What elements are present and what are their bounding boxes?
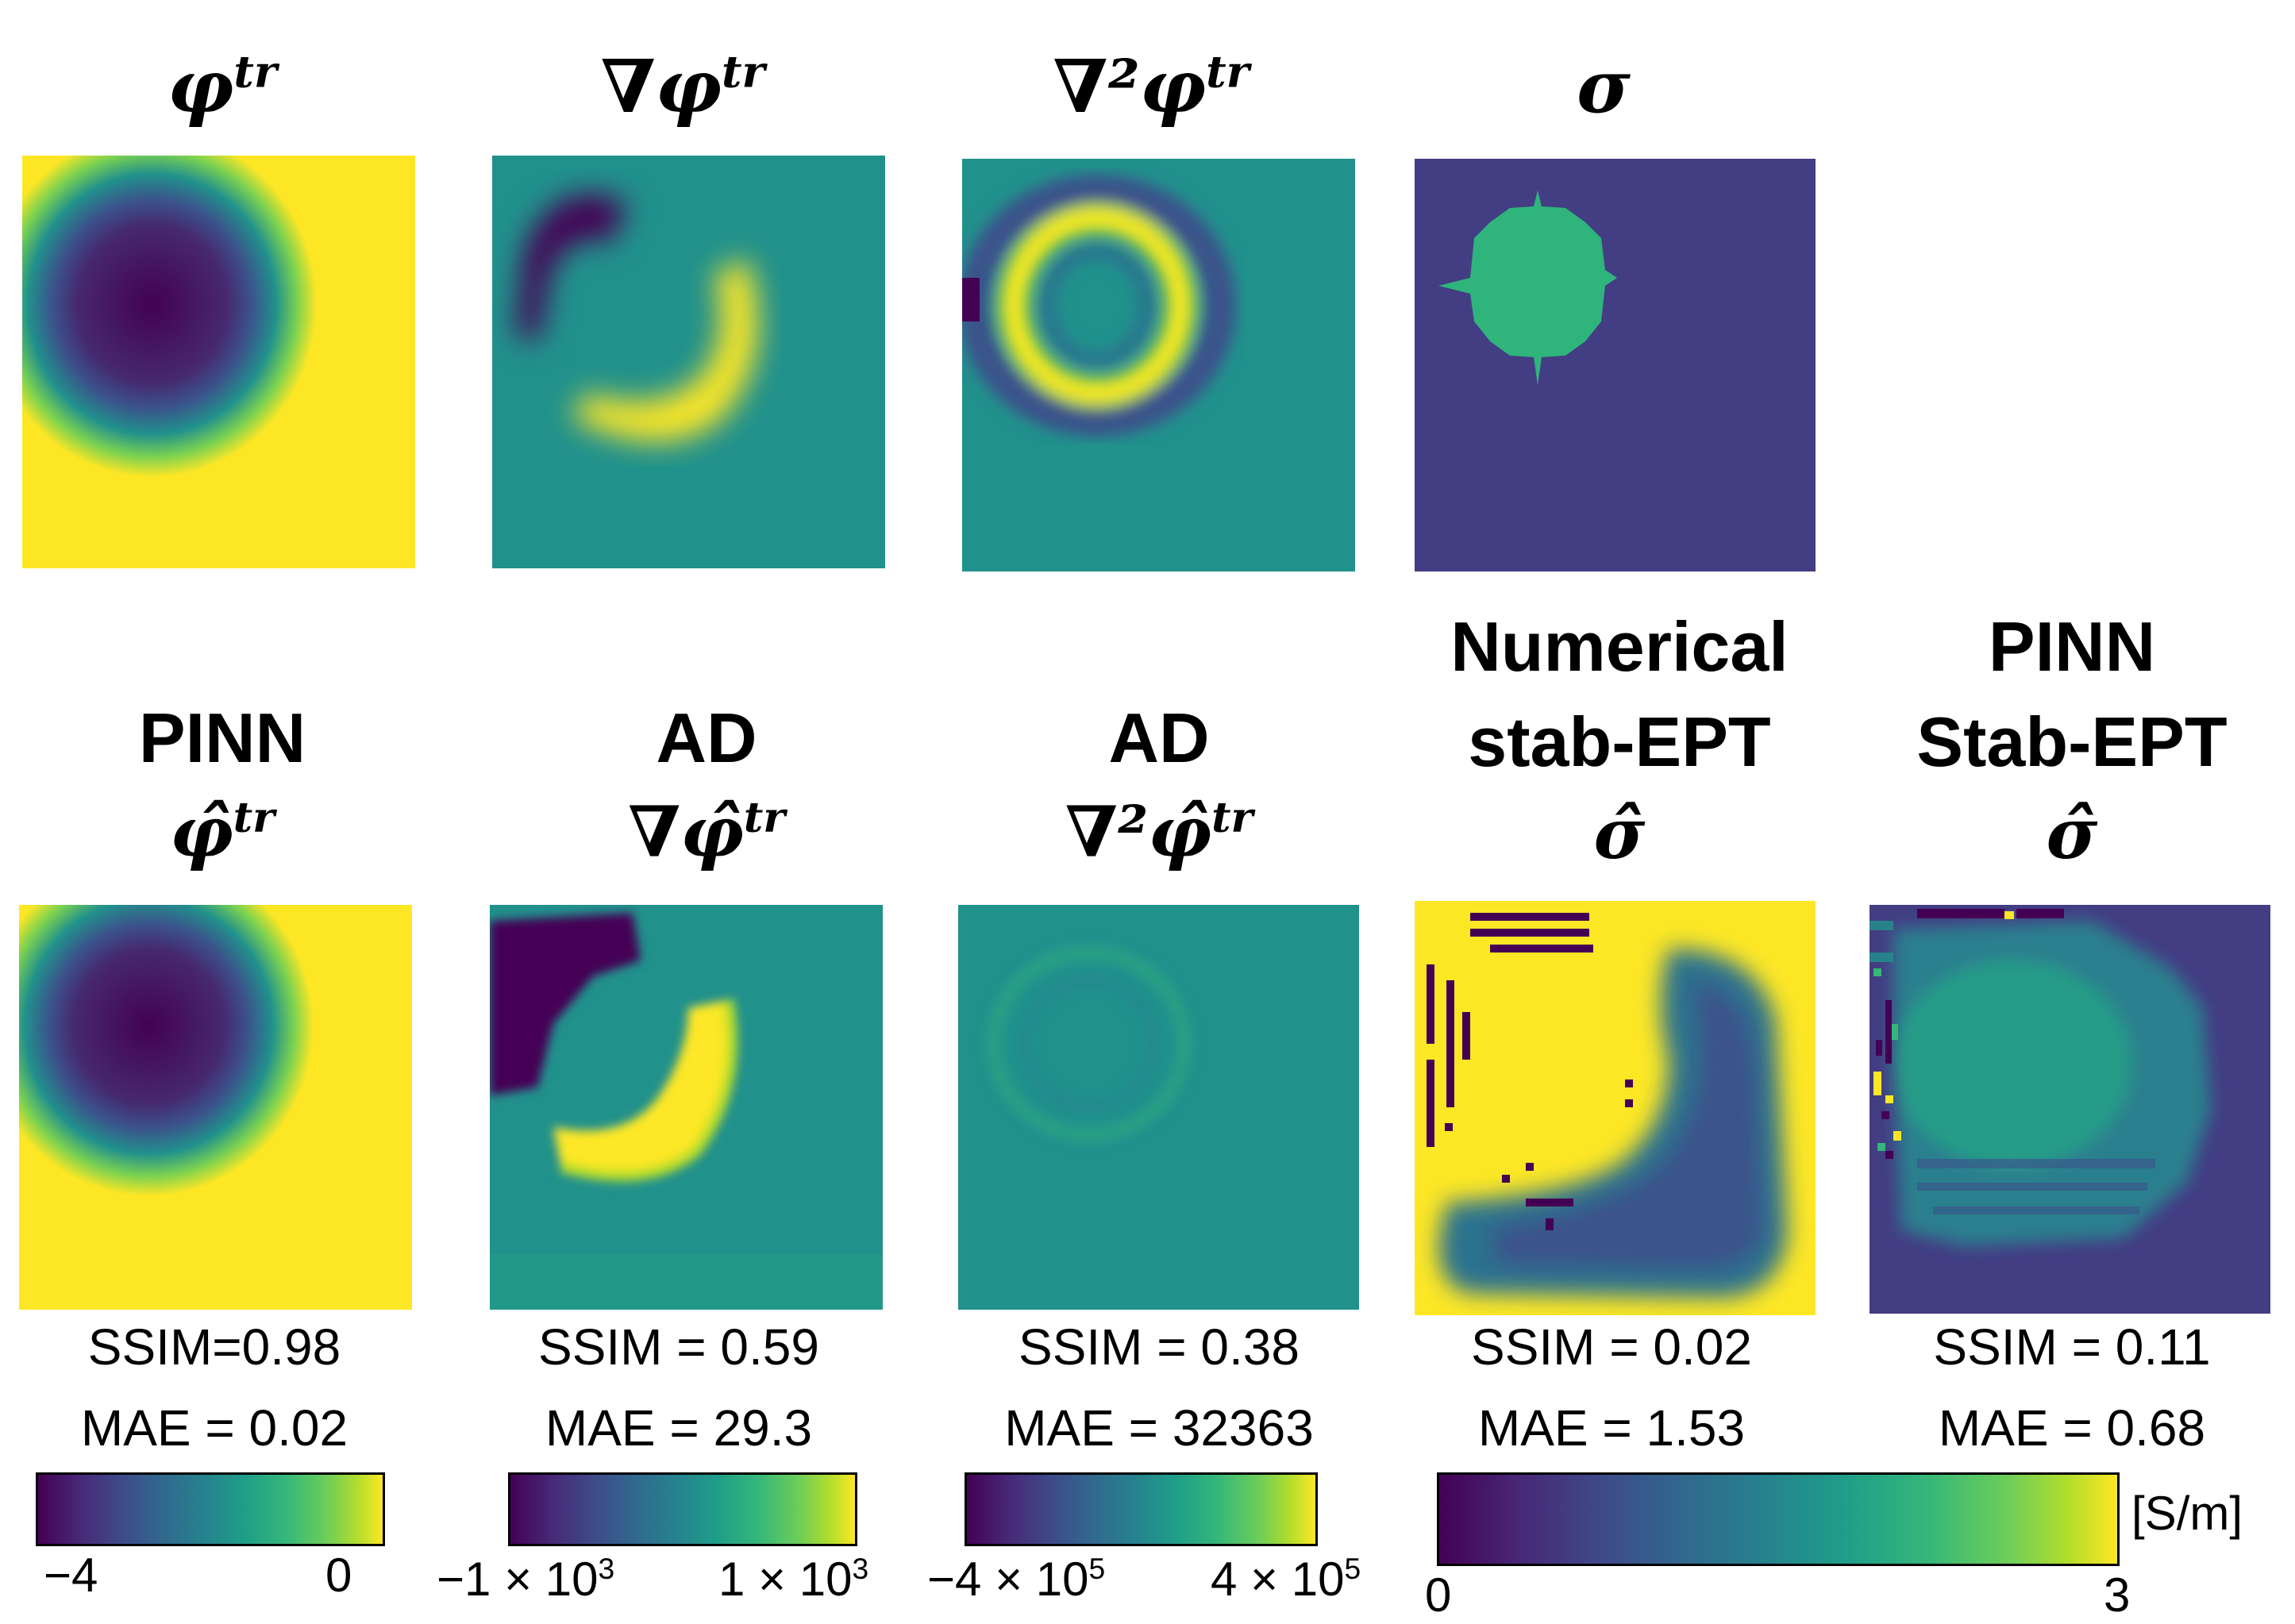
max-exponent: 5: [1344, 1552, 1361, 1585]
colorbar-gradient-max-label: 1 × 103: [718, 1552, 868, 1607]
sigma-hat-symbol: σ̂: [2046, 792, 2098, 875]
min-base: −1 × 10: [437, 1553, 599, 1606]
panel-grad-phi-tr: [492, 156, 885, 568]
title-line-stab-ept: stab-EPT: [1468, 702, 1771, 781]
colorbar-conductivity-max-label: 3: [2104, 1568, 2131, 1622]
title-laplacian-phi-tr: ∇²φtr: [953, 44, 1350, 129]
colorbar-gradient: [508, 1472, 857, 1546]
min-exponent: 5: [1088, 1552, 1106, 1585]
title-ad-laplacian-phi-hat: AD ∇²φ̂tr: [961, 698, 1357, 872]
title-line-pinn: PINN: [138, 698, 306, 777]
tr-superscript: tr: [233, 793, 275, 842]
phi-symbol: φ: [168, 44, 234, 129]
title-sigma: σ: [1405, 44, 1802, 129]
metric-ssim: SSIM = 0.11: [1933, 1318, 2211, 1376]
title-numerical-stab-ept: Numerical stab-EPT σ̂: [1397, 599, 1842, 878]
title-phi-tr: φtr: [24, 44, 421, 129]
grad-phi-symbol: ∇φ: [600, 44, 722, 129]
tr-superscript: tr: [721, 46, 765, 98]
min-exponent: 3: [598, 1552, 615, 1585]
colorbar-laplacian-min-label: −4 × 105: [927, 1552, 1105, 1607]
colorbar-conductivity: [1437, 1472, 2120, 1566]
metric-ssim: SSIM=0.98: [87, 1318, 341, 1376]
metric-mae: MAE = 0.02: [80, 1399, 348, 1457]
title-pinn-phi-hat: PINN φ̂tr: [24, 698, 421, 872]
title-pinn-stab-ept: PINN Stab-EPT σ̂: [1858, 599, 2286, 878]
metric-mae: MAE = 32363: [1004, 1399, 1314, 1457]
metric-ssim: SSIM = 0.59: [538, 1318, 819, 1376]
panel-ad-laplacian-phi-hat: [958, 905, 1359, 1310]
title-line-ad: AD: [656, 698, 757, 777]
title-line-stab-ept: Stab-EPT: [1916, 702, 2228, 781]
title-line-numerical: Numerical: [1450, 607, 1789, 686]
phi-hat-symbol: φ̂: [170, 790, 233, 873]
colorbar-conductivity-unit: [S/m]: [2131, 1487, 2243, 1540]
panel-sigma: [1415, 159, 1816, 571]
metric-mae: MAE = 1.53: [1477, 1399, 1746, 1457]
laplacian-phi-hat-symbol: ∇²φ̂: [1065, 790, 1212, 873]
colorbar-laplacian: [965, 1472, 1318, 1546]
grad-phi-hat-symbol: ∇φ̂: [627, 790, 744, 873]
colorbar-phi-max-label: 0: [325, 1549, 352, 1602]
metric-mae: MAE = 29.3: [545, 1399, 813, 1457]
tr-superscript: tr: [743, 793, 786, 842]
title-ad-grad-phi-hat: AD ∇φ̂tr: [508, 698, 905, 872]
tr-superscript: tr: [233, 46, 277, 98]
panel-ad-grad-phi-hat: [490, 905, 883, 1310]
title-grad-phi-tr: ∇φtr: [484, 44, 881, 129]
metric-mae: MAE = 0.68: [1938, 1399, 2206, 1457]
tr-superscript: tr: [1211, 793, 1253, 842]
sigma-symbol: σ: [1577, 44, 1631, 129]
colorbar-laplacian-max-label: 4 × 105: [1211, 1552, 1361, 1607]
panel-laplacian-phi-tr: [962, 159, 1355, 571]
max-base: 1 × 10: [718, 1553, 853, 1606]
colorbar-phi-min-label: −4: [44, 1549, 98, 1602]
max-base: 4 × 10: [1211, 1553, 1345, 1606]
panel-pinn-stab-ept: [1870, 905, 2270, 1314]
colorbar-gradient-min-label: −1 × 103: [437, 1552, 614, 1607]
max-exponent: 3: [852, 1552, 869, 1585]
title-line-pinn: PINN: [1988, 607, 2156, 686]
min-base: −4 × 10: [927, 1553, 1089, 1606]
laplacian-phi-symbol: ∇²φ: [1053, 44, 1207, 129]
metric-ssim: SSIM = 0.38: [1019, 1318, 1300, 1376]
colorbar-phi: [36, 1472, 385, 1546]
panel-phi-tr: [22, 156, 415, 568]
sigma-hat-symbol: σ̂: [1593, 792, 1646, 875]
panel-pinn-phi-hat: [19, 905, 412, 1310]
title-line-ad: AD: [1108, 698, 1210, 777]
tr-superscript: tr: [1206, 46, 1250, 98]
colorbar-conductivity-min-label: 0: [1425, 1568, 1452, 1622]
metric-ssim: SSIM = 0.02: [1471, 1318, 1752, 1376]
panel-numerical-stab-ept: [1415, 901, 1816, 1315]
